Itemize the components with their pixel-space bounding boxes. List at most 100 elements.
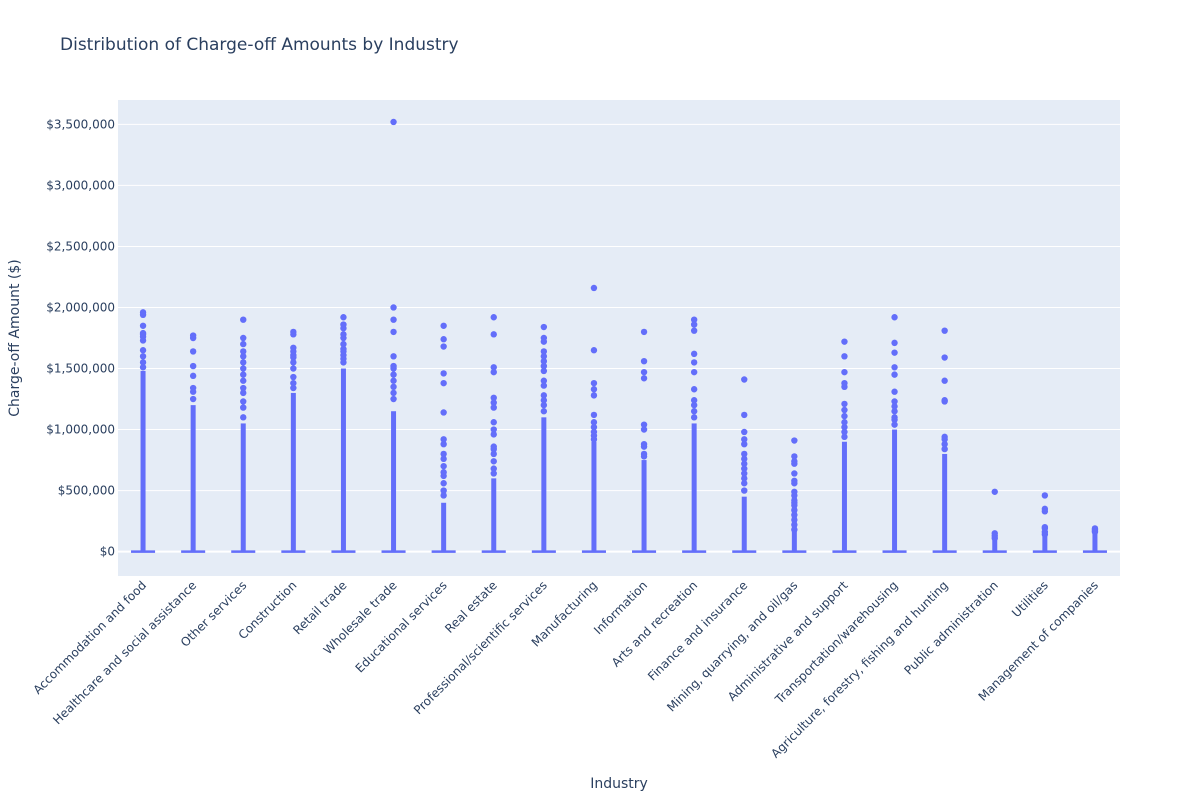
outlier-point xyxy=(791,492,798,499)
outlier-point xyxy=(991,488,998,495)
outlier-point xyxy=(390,371,397,378)
outlier-point xyxy=(490,368,497,376)
outlier-point xyxy=(590,379,598,387)
box-trace[interactable] xyxy=(181,332,206,553)
dense-outlier-band xyxy=(340,368,346,552)
outlier-point xyxy=(490,450,497,458)
outlier-point xyxy=(841,423,848,431)
outlier-point xyxy=(240,348,247,355)
box-trace[interactable] xyxy=(431,322,456,553)
outlier-point xyxy=(941,445,948,453)
box-trace[interactable] xyxy=(882,314,907,553)
outlier-point xyxy=(741,450,748,458)
outlier-point xyxy=(490,431,497,438)
outlier-point xyxy=(240,365,247,372)
box-trace[interactable] xyxy=(381,118,406,553)
outlier-point xyxy=(390,316,397,323)
box-trace[interactable] xyxy=(481,314,506,553)
box-trace[interactable] xyxy=(581,284,606,553)
box-trace[interactable] xyxy=(1082,525,1107,553)
dense-outlier-band xyxy=(491,478,497,552)
outlier-point xyxy=(590,419,598,426)
box-trace[interactable] xyxy=(632,328,657,553)
box-trace[interactable] xyxy=(1032,492,1057,553)
box-trace[interactable] xyxy=(782,437,807,553)
outlier-point xyxy=(590,284,598,292)
outlier-point xyxy=(741,411,748,419)
outlier-point xyxy=(891,408,898,415)
box-trace[interactable] xyxy=(531,323,556,553)
outlier-point xyxy=(490,314,497,321)
box-trace[interactable] xyxy=(982,488,1007,553)
outlier-point xyxy=(741,480,748,487)
box-trace[interactable] xyxy=(832,338,857,553)
outlier-point xyxy=(1041,531,1049,538)
box-trace[interactable] xyxy=(732,376,757,553)
outlier-point xyxy=(440,370,447,377)
outlier-point xyxy=(941,398,948,405)
outlier-point xyxy=(791,511,798,519)
outlier-point xyxy=(741,428,748,436)
outlier-point xyxy=(941,436,948,443)
dense-outlier-band xyxy=(290,392,296,552)
box-trace[interactable] xyxy=(932,327,957,553)
outlier-point xyxy=(841,338,848,345)
outlier-point xyxy=(240,334,247,342)
y-tick-label: $3,500,000 xyxy=(46,117,115,131)
outlier-point xyxy=(490,364,497,371)
dense-outlier-band xyxy=(1042,527,1048,552)
outlier-point xyxy=(791,460,798,467)
outlier-point xyxy=(490,399,497,406)
outlier-point xyxy=(340,325,347,332)
outlier-point xyxy=(240,359,247,366)
outlier-point xyxy=(490,426,497,433)
dense-outlier-band xyxy=(591,441,597,552)
outlier-point xyxy=(891,349,898,356)
outlier-point xyxy=(540,357,548,365)
dense-outlier-band xyxy=(992,536,998,552)
outlier-point xyxy=(741,487,748,494)
outlier-point xyxy=(240,340,247,348)
outlier-point xyxy=(240,414,247,421)
outlier-point xyxy=(741,455,748,463)
y-tick-label: $3,000,000 xyxy=(46,178,115,192)
outlier-point xyxy=(290,384,297,392)
outlier-point xyxy=(791,437,798,444)
outlier-point xyxy=(440,480,447,487)
outlier-point xyxy=(540,338,548,345)
box-trace[interactable] xyxy=(231,316,256,553)
outlier-point xyxy=(440,409,447,416)
outlier-point xyxy=(891,314,898,321)
dense-outlier-band xyxy=(942,453,948,552)
y-axis-title: Charge-off Amount ($) xyxy=(7,259,23,417)
outlier-point xyxy=(189,372,197,380)
outlier-point xyxy=(540,382,548,389)
box-trace[interactable] xyxy=(331,314,356,553)
outlier-point xyxy=(290,365,297,372)
outlier-point xyxy=(540,408,548,415)
outlier-point xyxy=(240,404,247,411)
outlier-point xyxy=(290,354,297,361)
outlier-point xyxy=(440,322,447,329)
box-trace[interactable] xyxy=(281,328,306,553)
outlier-point xyxy=(340,340,347,348)
box-trace[interactable] xyxy=(682,316,707,553)
outlier-point xyxy=(741,470,748,477)
outlier-point xyxy=(690,414,698,421)
outlier-point xyxy=(841,419,848,426)
outlier-point xyxy=(941,440,948,448)
outlier-point xyxy=(240,384,247,392)
outlier-point xyxy=(490,419,497,426)
outlier-point xyxy=(240,353,247,360)
dense-outlier-band xyxy=(841,441,847,552)
outlier-point xyxy=(139,311,147,319)
outlier-point xyxy=(390,353,397,360)
outlier-point xyxy=(340,334,347,342)
outlier-point xyxy=(240,377,247,384)
box-trace[interactable] xyxy=(131,309,156,553)
outlier-point xyxy=(640,328,648,336)
x-tick-label: Educational services xyxy=(353,578,450,675)
outlier-point xyxy=(540,392,548,399)
outlier-point xyxy=(690,350,698,358)
